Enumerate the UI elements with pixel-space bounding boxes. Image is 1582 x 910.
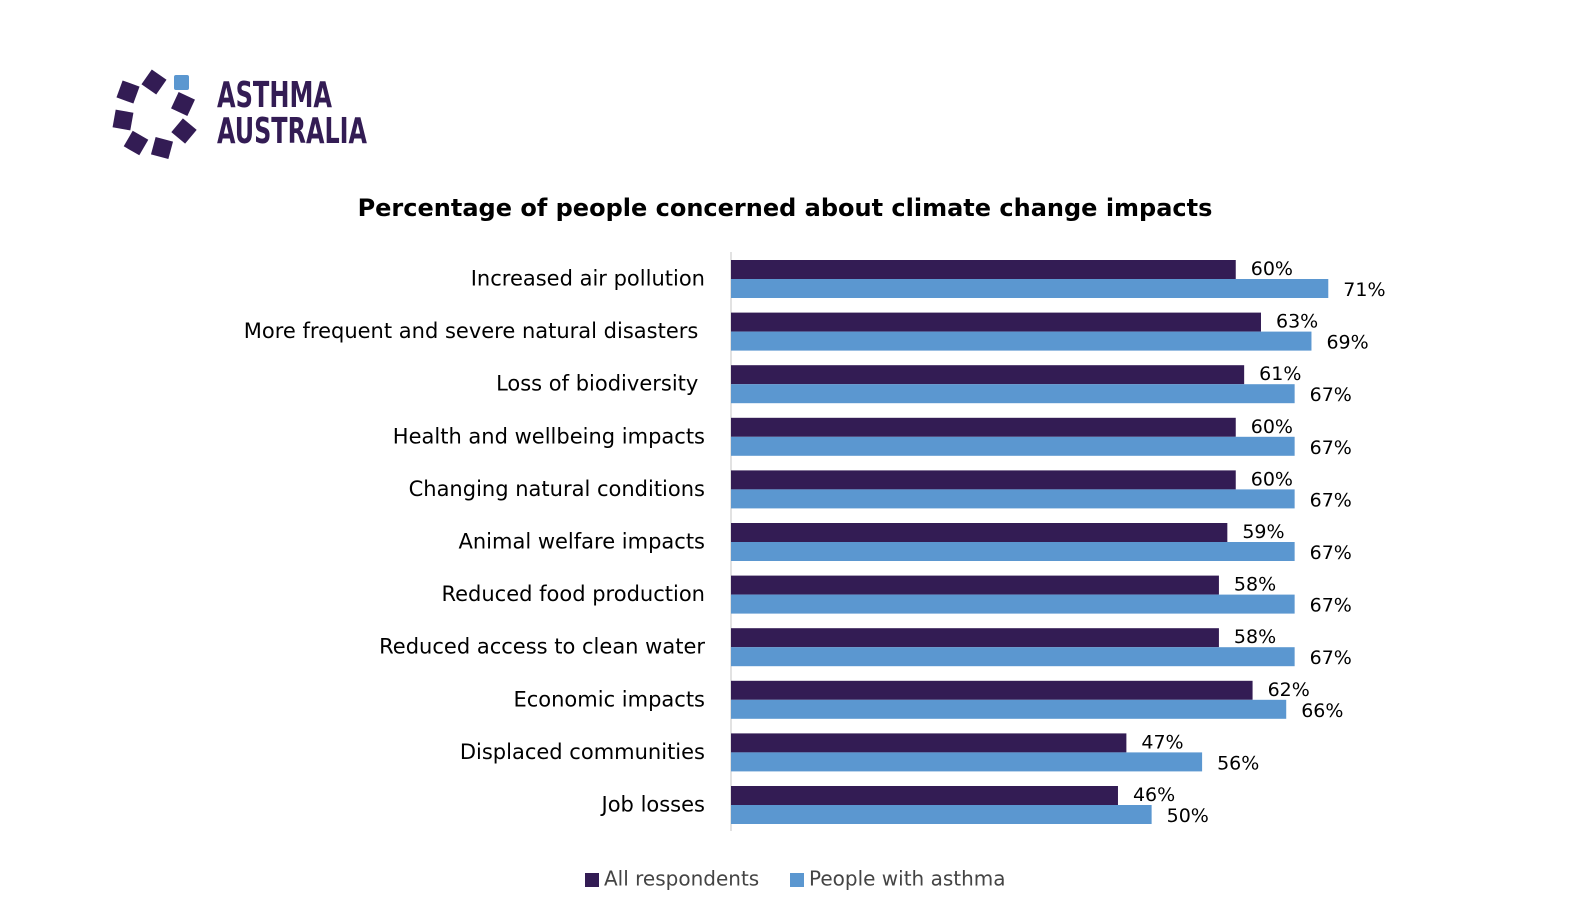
bar bbox=[731, 647, 1295, 667]
bar bbox=[731, 489, 1295, 509]
category-label: More frequent and severe natural disaste… bbox=[244, 319, 705, 343]
category-label: Job losses bbox=[600, 793, 705, 817]
bar bbox=[731, 417, 1236, 437]
bar bbox=[731, 331, 1312, 351]
legend-label: People with asthma bbox=[809, 867, 1006, 891]
category-label: Changing natural conditions bbox=[409, 477, 705, 501]
value-label: 60% bbox=[1251, 468, 1293, 490]
value-label: 67% bbox=[1310, 489, 1352, 511]
category-label: Economic impacts bbox=[513, 687, 705, 711]
bar bbox=[731, 279, 1329, 298]
value-label: 71% bbox=[1343, 279, 1385, 301]
bar bbox=[731, 628, 1219, 648]
value-label: 69% bbox=[1326, 332, 1368, 354]
value-label: 61% bbox=[1259, 363, 1301, 385]
bar bbox=[731, 733, 1127, 753]
value-label: 60% bbox=[1251, 416, 1293, 438]
bar bbox=[731, 260, 1236, 279]
chart-title: Percentage of people concerned about cli… bbox=[358, 194, 1213, 222]
bar bbox=[731, 470, 1236, 490]
bar bbox=[731, 436, 1295, 456]
bar bbox=[731, 575, 1219, 595]
bar bbox=[731, 699, 1287, 719]
bar bbox=[731, 384, 1295, 404]
bar bbox=[731, 680, 1253, 700]
category-label: Reduced food production bbox=[441, 582, 705, 606]
logo-mark bbox=[112, 69, 197, 160]
category-label: Increased air pollution bbox=[471, 267, 705, 291]
legend-swatch bbox=[585, 873, 599, 887]
category-label: Loss of biodiversity bbox=[496, 372, 705, 396]
legend-label: All respondents bbox=[604, 867, 759, 891]
bar bbox=[731, 594, 1295, 614]
value-label: 66% bbox=[1301, 700, 1343, 722]
legend-swatch bbox=[790, 873, 804, 887]
logo-text: AUSTRALIA bbox=[217, 111, 367, 152]
category-label: Reduced access to clean water bbox=[379, 635, 705, 659]
bar bbox=[731, 523, 1228, 542]
value-label: 58% bbox=[1234, 574, 1276, 596]
bar bbox=[731, 365, 1245, 385]
value-label: 59% bbox=[1242, 521, 1284, 543]
logo-text: ASTHMA bbox=[217, 75, 332, 116]
value-label: 67% bbox=[1310, 595, 1352, 617]
value-label: 67% bbox=[1310, 384, 1352, 406]
bar bbox=[731, 805, 1152, 824]
bar bbox=[731, 752, 1203, 772]
value-label: 56% bbox=[1217, 752, 1259, 774]
value-label: 62% bbox=[1268, 679, 1310, 701]
value-label: 46% bbox=[1133, 784, 1175, 806]
value-label: 58% bbox=[1234, 626, 1276, 648]
value-label: 67% bbox=[1310, 647, 1352, 669]
category-label: Health and wellbeing impacts bbox=[393, 424, 705, 448]
category-label: Animal welfare impacts bbox=[458, 530, 705, 554]
value-label: 50% bbox=[1167, 805, 1209, 827]
value-label: 67% bbox=[1310, 542, 1352, 564]
value-label: 63% bbox=[1276, 311, 1318, 333]
bar bbox=[731, 542, 1295, 561]
category-label: Displaced communities bbox=[460, 740, 705, 764]
value-label: 47% bbox=[1141, 731, 1183, 753]
bar bbox=[731, 312, 1261, 332]
bar bbox=[731, 786, 1118, 805]
value-label: 67% bbox=[1310, 437, 1352, 459]
value-label: 60% bbox=[1251, 258, 1293, 280]
